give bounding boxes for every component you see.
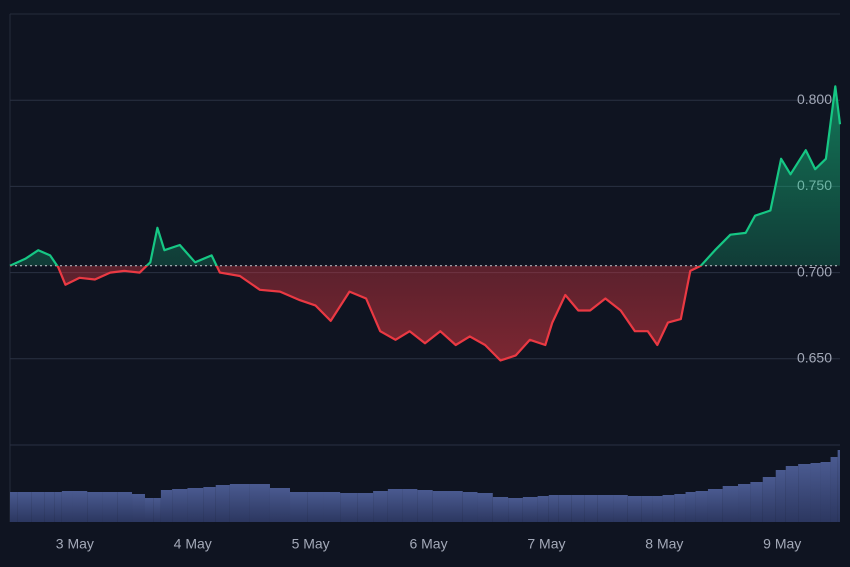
volume-bar	[707, 489, 723, 522]
volume-bar	[187, 488, 204, 522]
volume-bar	[373, 491, 388, 522]
volume-bar	[597, 495, 614, 522]
x-tick-label: 8 May	[645, 536, 683, 552]
volume-bar	[775, 470, 786, 522]
volume-bar	[387, 489, 403, 522]
volume-bar	[652, 496, 663, 522]
volume-bar	[144, 498, 154, 522]
volume-bar	[215, 485, 230, 522]
x-tick-label: 9 May	[763, 536, 801, 552]
volume-bar	[571, 495, 585, 522]
volume-bar	[685, 492, 696, 522]
volume-bar	[249, 484, 270, 522]
x-tick-label: 5 May	[292, 536, 330, 552]
volume-bar	[357, 493, 374, 522]
price-line-down	[10, 265, 703, 362]
volume-bar	[117, 492, 133, 522]
y-tick-label: 0.650	[797, 350, 832, 366]
volume-bar	[203, 487, 216, 522]
volume-bar	[17, 492, 32, 522]
volume-bar	[641, 496, 653, 522]
y-tick-label: 0.700	[797, 263, 832, 279]
volume-bar	[584, 495, 598, 522]
price-line-up	[9, 85, 842, 266]
volume-bar	[820, 462, 831, 522]
volume-bar	[160, 490, 173, 522]
volume-bar	[522, 497, 538, 522]
volume-bar	[750, 482, 763, 522]
volume-bar	[323, 492, 341, 522]
volume-bar	[558, 495, 572, 522]
volume-bar	[132, 494, 145, 522]
volume-bar	[402, 489, 418, 522]
volume-bar	[674, 494, 686, 522]
volume-bar	[432, 491, 448, 522]
volume-bar	[785, 466, 799, 522]
volume-bar	[340, 493, 358, 522]
x-tick-label: 6 May	[409, 536, 447, 552]
volume-bar	[837, 450, 840, 522]
volume-bar	[87, 492, 103, 522]
volume-bar	[229, 484, 250, 522]
volume-bar	[462, 492, 478, 522]
x-tick-label: 7 May	[527, 536, 565, 552]
x-tick-label: 3 May	[56, 536, 94, 552]
volume-bar	[762, 477, 776, 522]
volume-bar	[10, 492, 18, 522]
volume-bar	[54, 492, 62, 522]
volume-bar	[492, 497, 509, 522]
volume-bar	[61, 491, 73, 522]
volume-bar	[269, 488, 291, 522]
area-up	[10, 86, 840, 266]
volume-bar	[447, 491, 463, 522]
volume-bar	[307, 492, 324, 522]
volume-bar	[508, 498, 523, 522]
volume-bar	[172, 489, 188, 522]
volume-bar	[798, 464, 811, 522]
volume-bar	[290, 492, 308, 522]
volume-bar	[537, 496, 549, 522]
volume-bar	[722, 486, 739, 522]
volume-bar	[613, 495, 628, 522]
volume-bar	[477, 493, 493, 522]
volume-bar	[627, 496, 642, 522]
volume-bar	[153, 498, 161, 522]
volume-bar	[830, 457, 838, 522]
volume-bar	[102, 492, 118, 522]
volume-bar	[72, 491, 88, 522]
volume-bar	[662, 495, 675, 522]
volume-bar	[738, 484, 751, 522]
x-tick-label: 4 May	[174, 536, 212, 552]
volume-bar	[44, 492, 55, 522]
volume-bar	[417, 490, 433, 522]
volume-bar	[548, 495, 559, 522]
volume-bar	[810, 463, 821, 522]
area-down	[57, 265, 701, 361]
volume-bar	[31, 492, 45, 522]
volume-bar	[695, 491, 708, 522]
y-tick-label: 0.800	[797, 91, 832, 107]
